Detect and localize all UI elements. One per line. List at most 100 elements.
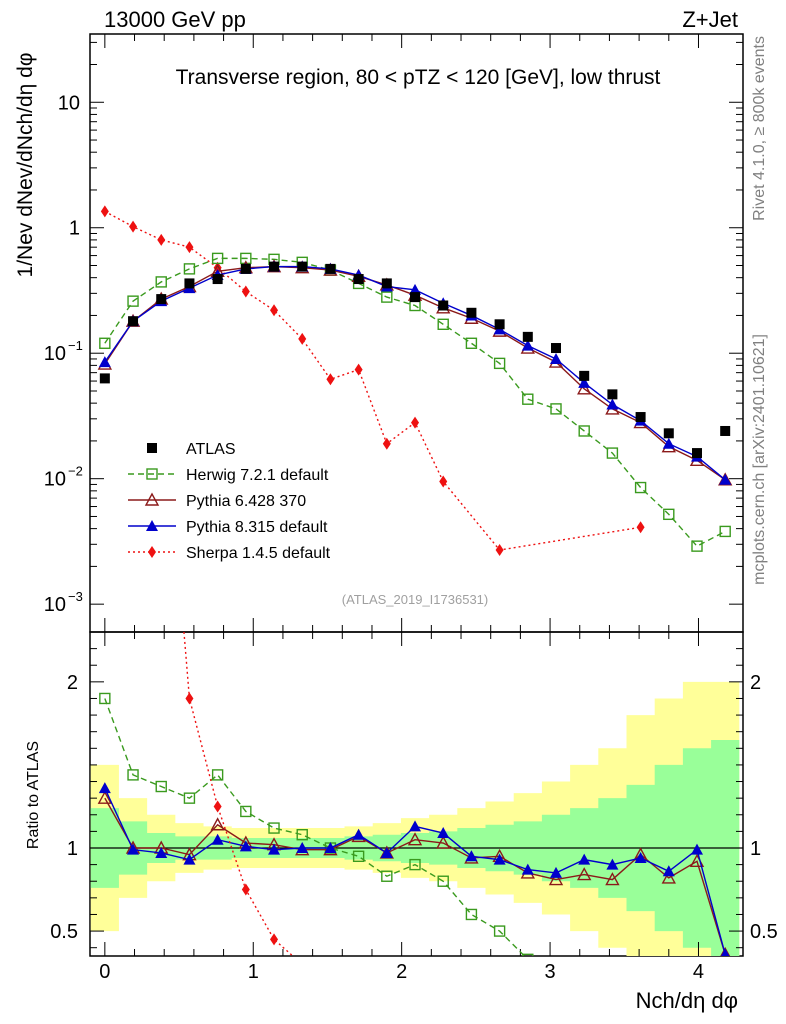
point-herwig-7-2-1-default [211, 252, 224, 265]
point-atlas [607, 389, 618, 400]
ratio-panel-marks [97, 632, 731, 970]
ratio-point-herwig-7-2-1-default [352, 850, 365, 863]
ratio-point-pythia-6-428-370 [605, 872, 620, 886]
ratio-y-axis-label: Ratio to ATLAS [25, 741, 42, 849]
ratio-point-pythia-8-315-default [127, 843, 140, 855]
point-herwig-7-2-1-default [465, 337, 478, 349]
ratio-line-sherpa-1-4-5-default [183, 632, 294, 956]
ratio-point-pythia-8-315-default [324, 842, 337, 853]
point-atlas [410, 292, 421, 303]
y-tick-label: 10 [58, 92, 80, 114]
ratio-point-pythia-8-315-default [352, 828, 365, 840]
y-tick-label: 1 [69, 218, 80, 240]
ratio-point-pythia-8-315-default [634, 851, 647, 863]
ratio-point-herwig-7-2-1-default [211, 769, 224, 781]
point-atlas [663, 428, 674, 439]
ratio-point-pythia-6-428-370 [661, 870, 676, 884]
ratio-point-herwig-7-2-1-default [493, 925, 506, 937]
ratio-line-pythia-6-428-370 [104, 797, 726, 955]
chart-title: Transverse region, 80 < pTZ < 120 [GeV],… [176, 66, 661, 89]
point-herwig-7-2-1-default [663, 508, 675, 521]
ratio-tick-label: 0.5 [50, 921, 78, 943]
legend-marker-pythia-6-428-370 [144, 492, 160, 506]
y-tick-exponent: −3 [68, 589, 83, 604]
x-tick-label: 4 [693, 961, 704, 983]
side-label-rivet: Rivet 4.1.0, ≥ 800k events [751, 36, 768, 221]
point-sherpa-1-4-5-default [326, 373, 335, 386]
data-marks [97, 205, 733, 970]
legend-label-pythia-8-315-default: Pythia 8.315 default [186, 519, 328, 536]
ratio-tick-label-right: 1 [750, 838, 761, 860]
point-sherpa-1-4-5-default [636, 521, 645, 534]
ratio-point-pythia-8-315-default [721, 948, 730, 956]
ratio-point-sherpa-1-4-5-default [270, 933, 279, 946]
point-herwig-7-2-1-default [691, 540, 703, 552]
point-sherpa-1-4-5-default [129, 220, 138, 233]
y-tick-exponent: −2 [68, 464, 83, 479]
ratio-point-pythia-8-315-default [606, 858, 619, 870]
ratio-point-pythia-8-315-default [550, 866, 563, 878]
point-atlas [353, 274, 364, 285]
point-atlas [691, 448, 702, 459]
point-herwig-7-2-1-default [493, 357, 506, 370]
ratio-point-sherpa-1-4-5-default [298, 958, 306, 970]
watermark: (ATLAS_2019_I1736531) [342, 592, 488, 607]
ratio-point-herwig-7-2-1-default [522, 953, 534, 956]
point-herwig-7-2-1-default [719, 525, 731, 538]
header-left: 13000 GeV pp [104, 7, 246, 32]
point-atlas [212, 274, 223, 285]
ratio-point-herwig-7-2-1-default [240, 805, 252, 818]
ratio-point-pythia-8-315-default [296, 842, 309, 853]
point-herwig-7-2-1-default [183, 263, 196, 275]
ratio-point-herwig-7-2-1-default [268, 822, 280, 834]
x-tick-label: 2 [396, 961, 407, 983]
point-sherpa-1-4-5-default [185, 241, 194, 254]
point-herwig-7-2-1-default [155, 276, 167, 288]
point-atlas [240, 263, 251, 274]
ratio-point-pythia-8-315-default [465, 850, 478, 862]
legend-marker-herwig-7-2-1-default [146, 468, 158, 480]
legend-marker-pythia-8-315-default [146, 520, 158, 531]
ratio-point-herwig-7-2-1-default [183, 792, 196, 804]
ratio-point-pythia-8-315-default [98, 782, 111, 794]
x-tick-label: 0 [99, 961, 110, 983]
ratio-point-pythia-8-315-default [578, 853, 591, 865]
legend-label-pythia-6-428-370: Pythia 6.428 370 [186, 493, 306, 510]
point-herwig-7-2-1-default [127, 295, 139, 307]
point-sherpa-1-4-5-default [157, 233, 166, 246]
point-herwig-7-2-1-default [634, 481, 647, 494]
y-tick-label: 10 [44, 594, 66, 616]
point-pythia-8-315-default [578, 376, 591, 388]
legend-label-herwig-7-2-1-default: Herwig 7.2.1 default [186, 467, 329, 484]
point-atlas [720, 425, 731, 436]
legend-marker-sherpa-1-4-5-default [148, 546, 156, 558]
point-pythia-8-315-default [719, 473, 732, 485]
ratio-uncertainty-bands [90, 681, 743, 956]
ratio-point-pythia-8-315-default [662, 865, 675, 877]
point-sherpa-1-4-5-default [382, 437, 391, 450]
ratio-point-pythia-8-315-default [239, 840, 252, 852]
legend: ATLAS Herwig 7.2.1 default Pythia 6.428 37… [128, 441, 331, 562]
point-atlas [522, 331, 533, 342]
x-axis-label: Nch/dη dφ [636, 988, 738, 1013]
y-tick-exponent: −1 [68, 338, 83, 353]
ratio-point-pythia-8-315-default [437, 827, 450, 839]
point-pythia-8-315-default [521, 339, 534, 351]
x-tick-label: 1 [248, 961, 259, 983]
legend-marker-atlas [147, 443, 157, 453]
point-pythia-8-315-default [606, 398, 619, 410]
ratio-point-herwig-7-2-1-default [99, 692, 111, 705]
main-frame [89, 33, 744, 633]
point-atlas [466, 307, 477, 318]
series-line-sherpa-1-4-5-default [104, 210, 641, 551]
point-herwig-7-2-1-default [550, 403, 562, 415]
ratio-point-pythia-8-315-default [211, 833, 224, 845]
point-sherpa-1-4-5-default [270, 304, 279, 317]
ratio-tick-label: 2 [67, 672, 78, 694]
ratio-point-pythia-6-428-370 [577, 867, 592, 881]
x-tick-label: 3 [545, 961, 556, 983]
point-atlas [438, 300, 449, 311]
point-atlas [184, 278, 195, 289]
point-atlas [297, 261, 308, 272]
